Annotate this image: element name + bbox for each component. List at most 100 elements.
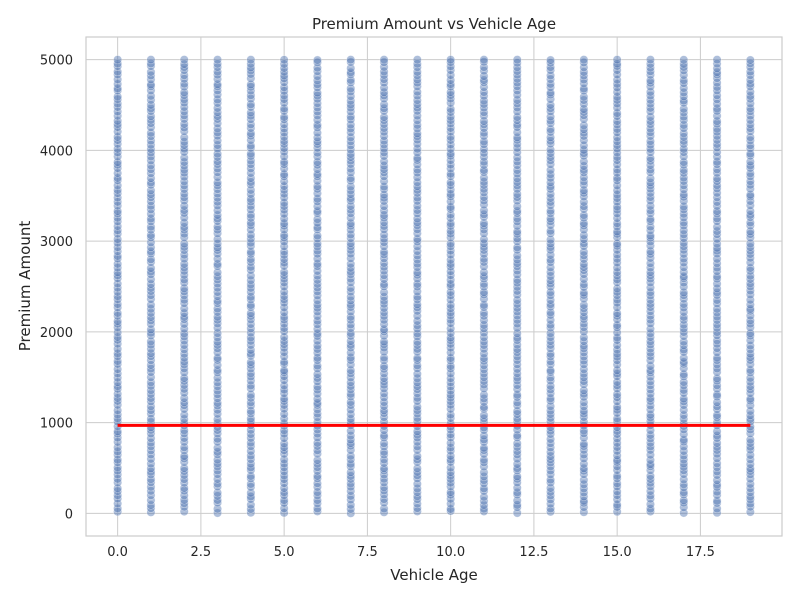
scatter-point — [512, 340, 522, 350]
scatter-point — [346, 283, 356, 293]
scatter-point — [446, 287, 456, 297]
scatter-point — [346, 120, 356, 130]
scatter-point — [412, 451, 422, 461]
scatter-point — [113, 74, 123, 84]
scatter-point — [279, 274, 289, 284]
scatter-point — [113, 486, 123, 496]
scatter-point — [379, 230, 389, 240]
scatter-point — [379, 373, 389, 383]
scatter-point — [512, 392, 522, 402]
data-points — [113, 55, 755, 518]
plot-background — [86, 37, 782, 536]
scatter-point — [113, 67, 123, 77]
scatter-point — [479, 414, 489, 423]
scatter-point — [279, 404, 289, 414]
scatter-point — [246, 494, 256, 504]
scatter-point — [179, 466, 189, 476]
scatter-point — [246, 265, 256, 275]
scatter-point — [246, 372, 256, 382]
scatter-point — [246, 345, 256, 355]
scatter-point — [179, 495, 189, 505]
scatter-point — [579, 110, 589, 120]
scatter-point — [512, 299, 522, 309]
scatter-point — [446, 140, 456, 150]
scatter-point — [412, 441, 422, 451]
scatter-point — [512, 307, 522, 317]
scatter-point — [246, 262, 256, 272]
scatter-point — [246, 210, 256, 220]
scatter-point — [579, 67, 589, 77]
scatter-point — [213, 304, 222, 314]
scatter-point — [412, 393, 422, 403]
scatter-point — [312, 79, 322, 89]
scatter-point — [312, 336, 322, 346]
scatter-point — [379, 112, 389, 122]
scatter-point — [246, 315, 256, 324]
scatter-point — [546, 507, 556, 517]
scatter-point — [579, 507, 589, 517]
scatter-point — [146, 156, 156, 165]
y-tick-label: 1000 — [40, 417, 73, 432]
scatter-point — [412, 463, 422, 473]
scatter-point — [113, 308, 123, 318]
scatter-point — [246, 230, 256, 240]
scatter-point — [312, 176, 322, 186]
scatter-point — [546, 216, 556, 226]
scatter-point — [479, 300, 489, 310]
scatter-point — [379, 442, 389, 452]
scatter-point — [246, 454, 256, 464]
scatter-point — [579, 300, 589, 310]
scatter-point — [246, 180, 256, 190]
scatter-point — [546, 287, 556, 297]
scatter-point — [479, 271, 489, 281]
scatter-point — [279, 336, 289, 346]
y-tick-label: 4000 — [40, 144, 73, 159]
scatter-point — [479, 486, 489, 496]
scatter-point — [213, 239, 222, 249]
scatter-point — [146, 71, 156, 80]
scatter-point — [446, 255, 456, 265]
scatter-point — [246, 393, 256, 403]
scatter-point — [279, 171, 289, 181]
scatter-point — [213, 389, 222, 399]
scatter-point — [412, 329, 422, 338]
scatter-point — [113, 116, 123, 126]
scatter-point — [146, 111, 156, 121]
scatter-point — [146, 459, 156, 469]
scatter-point — [113, 316, 123, 326]
scatter-point — [312, 394, 322, 404]
scatter-point — [579, 274, 589, 284]
scatter-point — [146, 204, 156, 214]
scatter-point — [113, 349, 123, 358]
scatter-point — [146, 242, 156, 252]
scatter-point — [279, 189, 289, 199]
scatter-point — [279, 71, 289, 81]
scatter-point — [479, 257, 489, 267]
y-tick-label: 5000 — [40, 54, 73, 69]
scatter-point — [146, 80, 156, 90]
scatter-point — [612, 352, 622, 362]
scatter-point — [579, 188, 589, 198]
scatter-point — [312, 433, 322, 443]
scatter-point — [346, 340, 356, 350]
scatter-point — [412, 306, 422, 316]
scatter-point — [446, 70, 456, 80]
scatter-point — [146, 325, 156, 335]
scatter-point — [512, 55, 522, 65]
scatter-point — [113, 457, 123, 467]
scatter-point — [412, 185, 422, 195]
scatter-point — [412, 165, 422, 175]
scatter-point — [579, 185, 589, 195]
scatter-point — [113, 84, 123, 93]
scatter-point — [146, 232, 156, 242]
scatter-point — [479, 506, 489, 516]
scatter-point — [346, 368, 356, 378]
scatter-point — [346, 189, 356, 199]
scatter-point — [412, 155, 422, 165]
scatter-point — [246, 114, 256, 124]
scatter-point — [412, 499, 422, 509]
scatter-point — [579, 336, 589, 346]
scatter-point — [213, 462, 222, 471]
scatter-point — [279, 106, 289, 116]
scatter-point — [113, 86, 123, 95]
